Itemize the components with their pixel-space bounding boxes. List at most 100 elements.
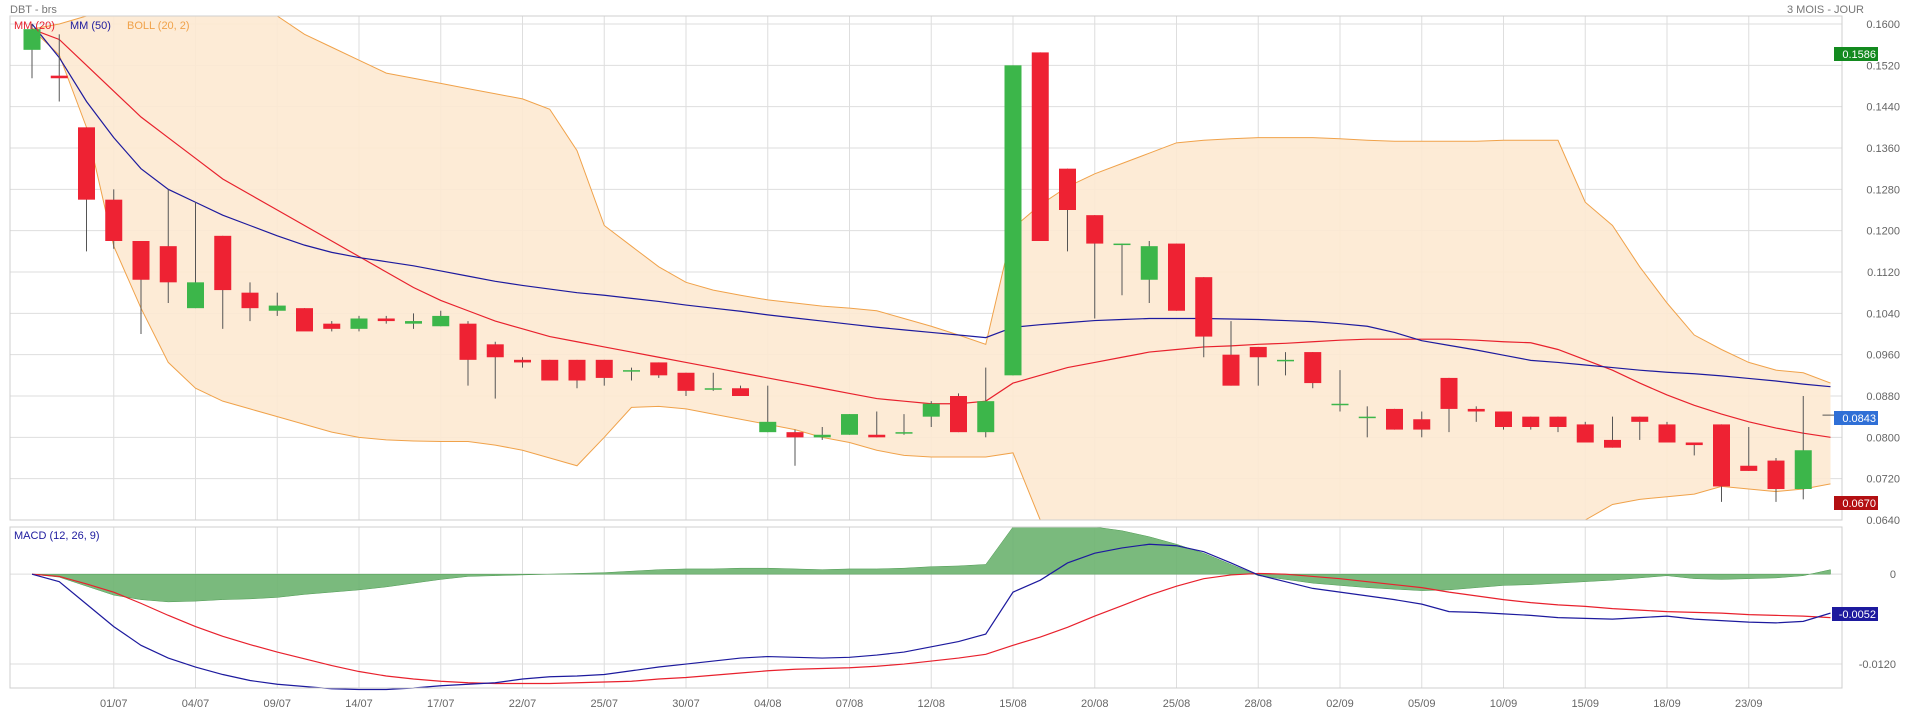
date-tick-label: 10/09 [1490, 698, 1518, 710]
candle-body [1031, 52, 1049, 241]
candle-body [1413, 419, 1431, 430]
candle-body [623, 370, 640, 372]
candle [1304, 352, 1322, 389]
candle [1440, 377, 1458, 433]
candle-body [1740, 465, 1758, 471]
bollinger-upper-line [31, 15, 1831, 384]
price-tick-label: 0.1120 [1867, 267, 1900, 279]
price-tick-label: 0.1280 [1866, 184, 1900, 196]
candle [595, 359, 613, 386]
candle [132, 241, 150, 334]
candle-body [514, 359, 531, 363]
candle [268, 292, 286, 316]
candle [922, 401, 940, 427]
low-badge: 0.0670 [1834, 496, 1878, 510]
date-tick-label: 02/09 [1326, 698, 1354, 710]
macd-tick-label: -0.0120 [1859, 659, 1896, 671]
candle-body [1249, 346, 1267, 358]
macd-last-badge: -0.0052 [1832, 607, 1878, 621]
price-tick-label: 0.0720 [1866, 474, 1900, 486]
main-panel-frame [9, 15, 1843, 521]
candle-body [1004, 65, 1022, 376]
candle [459, 321, 477, 386]
price-tick-label: 0.0880 [1866, 391, 1900, 403]
price-tick-label: 0.1200 [1866, 226, 1900, 238]
candle-body [595, 359, 613, 378]
candle [514, 357, 531, 368]
candle [1086, 215, 1104, 319]
candle [159, 189, 177, 303]
period-label: 3 MOIS - JOUR [1787, 4, 1864, 16]
candle-body [459, 323, 477, 360]
candle-body [377, 318, 395, 322]
candle-body [1331, 403, 1349, 406]
macd-tick-label: 0 [1890, 569, 1896, 581]
candle-body [486, 344, 504, 358]
date-tick-label: 17/07 [427, 698, 455, 710]
date-tick-label: 20/08 [1081, 698, 1109, 710]
candle [1358, 406, 1376, 438]
candle [977, 367, 995, 438]
last-price-badge: 0.0843 [1834, 411, 1878, 425]
candle [1467, 406, 1485, 422]
candle-body [1195, 277, 1213, 337]
candle [1576, 421, 1594, 443]
candle [650, 362, 668, 378]
last-badge-bg [1834, 411, 1878, 425]
legend: MM (20) MM (50) BOLL (20, 2) [14, 20, 190, 32]
candle-body [268, 305, 286, 311]
date-tick-label: 14/07 [345, 698, 373, 710]
candle [1004, 65, 1022, 376]
candle-body [1658, 424, 1676, 443]
candle [1767, 458, 1785, 502]
price-tick-label: 0.1360 [1866, 143, 1900, 155]
candle [1168, 243, 1185, 311]
candle-body [78, 127, 95, 200]
candle-body [1604, 439, 1621, 448]
macd-line [31, 543, 1831, 691]
candle-body [895, 432, 913, 434]
legend-boll: BOLL (20, 2) [127, 20, 190, 32]
bollinger-fill [32, 16, 1831, 520]
price-tick-label: 0.0800 [1866, 432, 1900, 444]
candle [1685, 442, 1703, 456]
date-tick-label: 12/08 [917, 698, 945, 710]
candle-body [786, 432, 804, 438]
candle [296, 308, 313, 332]
candle [1522, 416, 1540, 430]
date-tick-label: 25/07 [590, 698, 618, 710]
candle [1413, 411, 1431, 438]
price-tick-label: 0.1040 [1866, 308, 1900, 320]
candle-body [950, 396, 967, 433]
candle [1631, 416, 1649, 440]
candle [1549, 416, 1567, 433]
candle [432, 310, 450, 327]
candle [78, 127, 95, 252]
candle-body [296, 308, 313, 332]
date-tick-label: 25/08 [1163, 698, 1191, 710]
candle-body [1440, 377, 1458, 409]
candle [23, 24, 41, 79]
candle [868, 411, 886, 438]
price-tick-label: 0.0960 [1866, 350, 1900, 362]
candle-body [1522, 416, 1540, 427]
candle-body [1168, 243, 1185, 311]
candle-body [405, 321, 422, 324]
candle-body [922, 403, 940, 417]
candle-body [1277, 359, 1294, 362]
candle [841, 414, 858, 435]
candle [1140, 241, 1158, 303]
candle-body [1467, 408, 1485, 412]
candle-body [1794, 450, 1812, 489]
candle-body [432, 315, 450, 327]
candle-body [187, 282, 204, 309]
high-badge-bg [1834, 47, 1878, 61]
candle-body [1304, 352, 1322, 384]
candle [241, 282, 259, 322]
main-panel-border [9, 15, 1843, 521]
candle-body [105, 199, 123, 241]
candle [704, 372, 722, 391]
candle [1713, 424, 1730, 502]
